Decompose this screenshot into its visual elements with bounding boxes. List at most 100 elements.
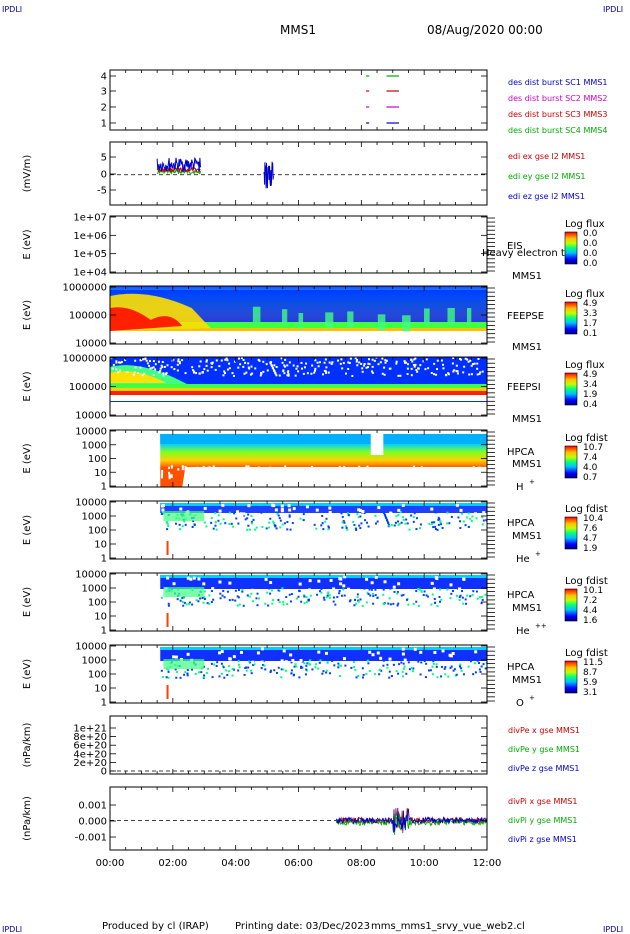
hpca-h-dot <box>290 472 293 478</box>
hpca_he-dot <box>313 523 316 526</box>
legend-label: des dist burst SC3 MMS3 <box>508 110 607 119</box>
hpca_o-dot <box>205 671 208 674</box>
hpca-h-dot <box>247 465 250 470</box>
hpca_he-dot <box>431 521 434 524</box>
feepsi-dot <box>366 366 369 369</box>
hpca_o-dot <box>403 667 406 670</box>
hpca_he-band-top <box>160 503 487 506</box>
feepsi-dot <box>385 359 388 362</box>
hpca_he2-dot <box>417 588 420 591</box>
hpca-h-dot <box>428 474 431 480</box>
hpca_he-dot <box>363 512 366 515</box>
feepsi-dot <box>436 359 439 362</box>
hpca_h-cbar-title: Log fdist <box>565 433 608 444</box>
hpca_o-dot <box>368 670 371 673</box>
hpca_he-hole <box>161 508 165 512</box>
hpca_o-hole <box>260 647 264 651</box>
feepsi-dot <box>205 359 208 362</box>
hpca_he-dot <box>252 518 255 521</box>
hpca_he2-dot <box>181 596 184 599</box>
feepsi-dot <box>313 371 316 374</box>
hpca_he2-dot <box>289 600 292 603</box>
y-tick-label: 0 <box>101 170 107 181</box>
hpca_he-colorbar <box>564 516 578 550</box>
spacecraft-title: MMS1 <box>280 23 316 37</box>
hpca_he2-ylabel: E (eV) <box>22 587 33 617</box>
hpca_he2-dot <box>361 604 364 607</box>
hpca_he-dot <box>358 524 361 527</box>
hpca_he-hole <box>239 512 243 516</box>
feepsi-dot <box>403 361 406 364</box>
hpca_he-dot <box>365 521 368 524</box>
hpca_h-instrument: MMS1 <box>512 459 542 470</box>
feepsi-dot <box>430 371 433 374</box>
hpca-h-top <box>160 434 487 444</box>
hpca_he-dot <box>286 520 289 523</box>
feepsi-dot <box>481 370 484 373</box>
hpca_he-hole <box>357 508 361 512</box>
feepsi-dot <box>148 364 151 367</box>
hpca_he2-dot <box>374 594 377 597</box>
hpca_o-dot <box>325 671 328 674</box>
hpca_he-dot <box>418 527 421 530</box>
hpca-h-dot <box>400 471 403 475</box>
hpca_o-dot <box>478 668 481 671</box>
hpca-h-dot <box>303 466 306 473</box>
feepsi-dot <box>406 363 409 366</box>
hpca_he-dot <box>428 522 431 525</box>
colorbar-tick-label: 0.0 <box>583 229 598 239</box>
colorbar-tick-label: 11.5 <box>583 658 603 668</box>
hpca_he-hole <box>288 508 292 512</box>
divpe-frame <box>109 715 488 775</box>
hpca-h-dot <box>472 466 475 471</box>
feepsi-dot <box>322 373 325 376</box>
hpca_he-dot <box>439 521 442 524</box>
hpca_he-dot <box>374 514 377 517</box>
hpca_he-hole <box>455 503 459 507</box>
hpca-h-dot <box>190 473 193 479</box>
eis-frame <box>109 215 488 274</box>
feepsi-dot <box>161 360 164 363</box>
hpca_o-species: HPCA <box>507 662 535 673</box>
panel-edi: 5 0 -5 (mV/m) edi ex gse l2 MMS1 edi ey gse l… <box>22 141 586 206</box>
hpca_o-dot <box>231 667 234 670</box>
hpca-h-dot <box>170 465 173 469</box>
colorbar-tick-label: 0.0 <box>583 249 598 259</box>
hpca-h-dot <box>351 467 354 473</box>
hpca_he2-dot <box>342 588 345 591</box>
hpca_he2-dot <box>202 601 205 604</box>
hpca_he-dot <box>286 528 289 531</box>
feepsi-dot <box>415 369 418 372</box>
feepsi-dot <box>119 369 122 372</box>
hpca_he-hole <box>315 508 319 512</box>
feepsi-dot <box>464 357 467 360</box>
hpca_he-dot <box>325 517 328 520</box>
hpca_he2-dot <box>290 593 293 596</box>
hpca_o-dot <box>380 669 383 672</box>
hpca_o-dot <box>247 666 250 669</box>
colorbar-tick-label: 4.7 <box>583 534 597 544</box>
hpca_he-dot <box>397 514 400 517</box>
hpca_he-dot <box>302 519 305 522</box>
feepsi-gap <box>110 395 487 401</box>
colorbar-tick-label: 0.0 <box>583 259 598 269</box>
hpca_he2-dot <box>383 603 386 606</box>
hpca_o-dot <box>319 659 322 662</box>
feepsi-dot <box>347 361 350 364</box>
hpca_he2-dot <box>407 603 410 606</box>
hpca-h-low-red <box>160 467 186 487</box>
y-tick-label: 10 <box>94 684 107 695</box>
feepse-patch <box>281 309 288 326</box>
hpca-h-dot <box>212 465 215 471</box>
hpca_o-dot <box>303 662 306 665</box>
hpca_he-dot <box>250 520 253 523</box>
feepsi-dot <box>228 367 231 370</box>
hpca_he-dot <box>436 528 439 531</box>
hpca_he2-dot <box>392 602 395 605</box>
hpca-h-dot <box>409 468 412 473</box>
hpca_he2-dot <box>449 597 452 600</box>
hpca_he2-hole <box>430 581 434 585</box>
feepsi-dot <box>310 372 313 375</box>
hpca_he-dot <box>343 521 346 524</box>
hpca_o-dot <box>467 665 470 668</box>
